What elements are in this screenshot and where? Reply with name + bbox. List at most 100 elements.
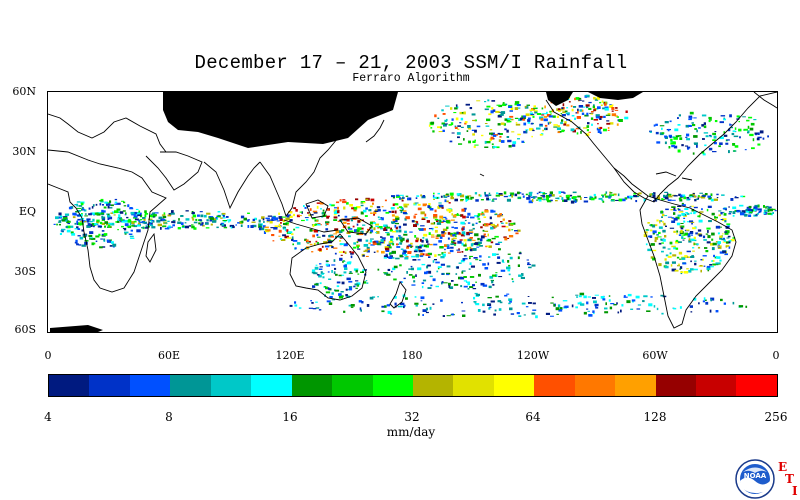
rain-pixel [544,193,548,195]
rain-pixel [666,193,669,197]
rain-pixel [394,203,399,206]
rain-pixel [356,206,361,209]
rain-pixel [463,244,467,247]
rain-pixel [660,294,665,297]
rain-pixel [311,269,316,272]
coast-caribbean [655,171,693,181]
rain-pixel [484,108,489,111]
rainfall-pixels [53,94,777,319]
rain-pixel [656,307,659,311]
rain-pixel [441,231,445,234]
rain-pixel [422,195,425,198]
rain-pixel [697,246,701,249]
rain-pixel [139,221,143,223]
rain-pixel [566,124,570,127]
rain-pixel [711,232,715,236]
rain-pixel [718,210,722,212]
rain-pixel [79,222,84,226]
rain-pixel [361,219,364,221]
rain-pixel [654,239,657,243]
rain-pixel [304,217,309,219]
rain-pixel [398,225,402,229]
rain-pixel [529,112,533,116]
rain-pixel [473,257,478,259]
rain-pixel [281,216,286,218]
rain-pixel [728,240,732,242]
rain-pixel [465,103,470,106]
rain-pixel [422,309,427,312]
rain-pixel [501,259,504,263]
rain-pixel [439,219,442,223]
rain-pixel [312,308,317,310]
rain-pixel [263,231,266,234]
rain-pixel [377,208,381,212]
rain-pixel [684,145,689,147]
rain-pixel [386,256,389,258]
rain-pixel [707,235,711,239]
rain-pixel [690,260,692,263]
rain-pixel [446,272,451,275]
rain-pixel [287,237,292,239]
rain-pixel [689,206,692,208]
rain-pixel [339,257,343,261]
rain-pixel [303,205,305,207]
rain-pixel [433,214,438,217]
rain-pixel [376,231,380,234]
rain-pixel [658,231,661,234]
rain-pixel [475,281,477,283]
rain-pixel [593,312,595,315]
rain-pixel [451,240,455,244]
rain-pixel [425,238,428,241]
rain-pixel [99,203,102,206]
rain-pixel [705,301,709,305]
rain-pixel [673,145,678,149]
rain-pixel [459,193,462,196]
rain-pixel [193,227,197,230]
rain-pixel [527,119,531,122]
rain-pixel [576,132,579,135]
rain-pixel [723,117,725,119]
rain-pixel [416,221,419,224]
rain-pixel [446,273,449,276]
rain-pixel [428,228,432,230]
rain-pixel [407,251,412,254]
rain-pixel [650,224,653,227]
rain-pixel [692,192,695,196]
rain-pixel [588,101,592,104]
rain-pixel [603,128,607,132]
coast-africa-west [48,149,167,293]
rain-pixel [630,308,634,310]
rain-pixel [393,278,397,281]
rain-pixel [570,105,573,108]
rain-pixel [386,233,390,236]
rain-pixel [104,201,108,204]
rain-pixel [226,219,230,221]
rain-pixel [389,229,393,232]
rain-pixel [505,226,509,228]
rain-pixel [434,254,437,257]
rain-pixel [170,212,175,215]
rain-pixel [656,234,659,236]
rain-pixel [691,209,695,212]
rain-pixel [360,309,362,312]
rain-pixel [548,115,553,118]
rain-pixel [508,105,513,108]
rain-pixel [684,255,688,258]
rain-pixel [139,219,143,221]
rain-pixel [591,123,593,126]
rain-pixel [667,248,671,250]
rain-pixel [350,219,353,222]
rain-pixel [403,210,407,212]
rain-pixel [697,215,700,218]
rain-pixel [294,247,297,250]
rain-pixel [595,114,600,117]
rain-pixel [247,225,250,228]
rain-pixel [491,143,494,145]
rain-pixel [76,203,79,207]
rain-pixel [716,197,719,199]
rain-pixel [403,233,408,236]
rain-pixel [649,235,653,238]
rain-pixel [536,192,539,195]
rain-pixel [356,233,359,235]
rain-pixel [263,221,265,223]
